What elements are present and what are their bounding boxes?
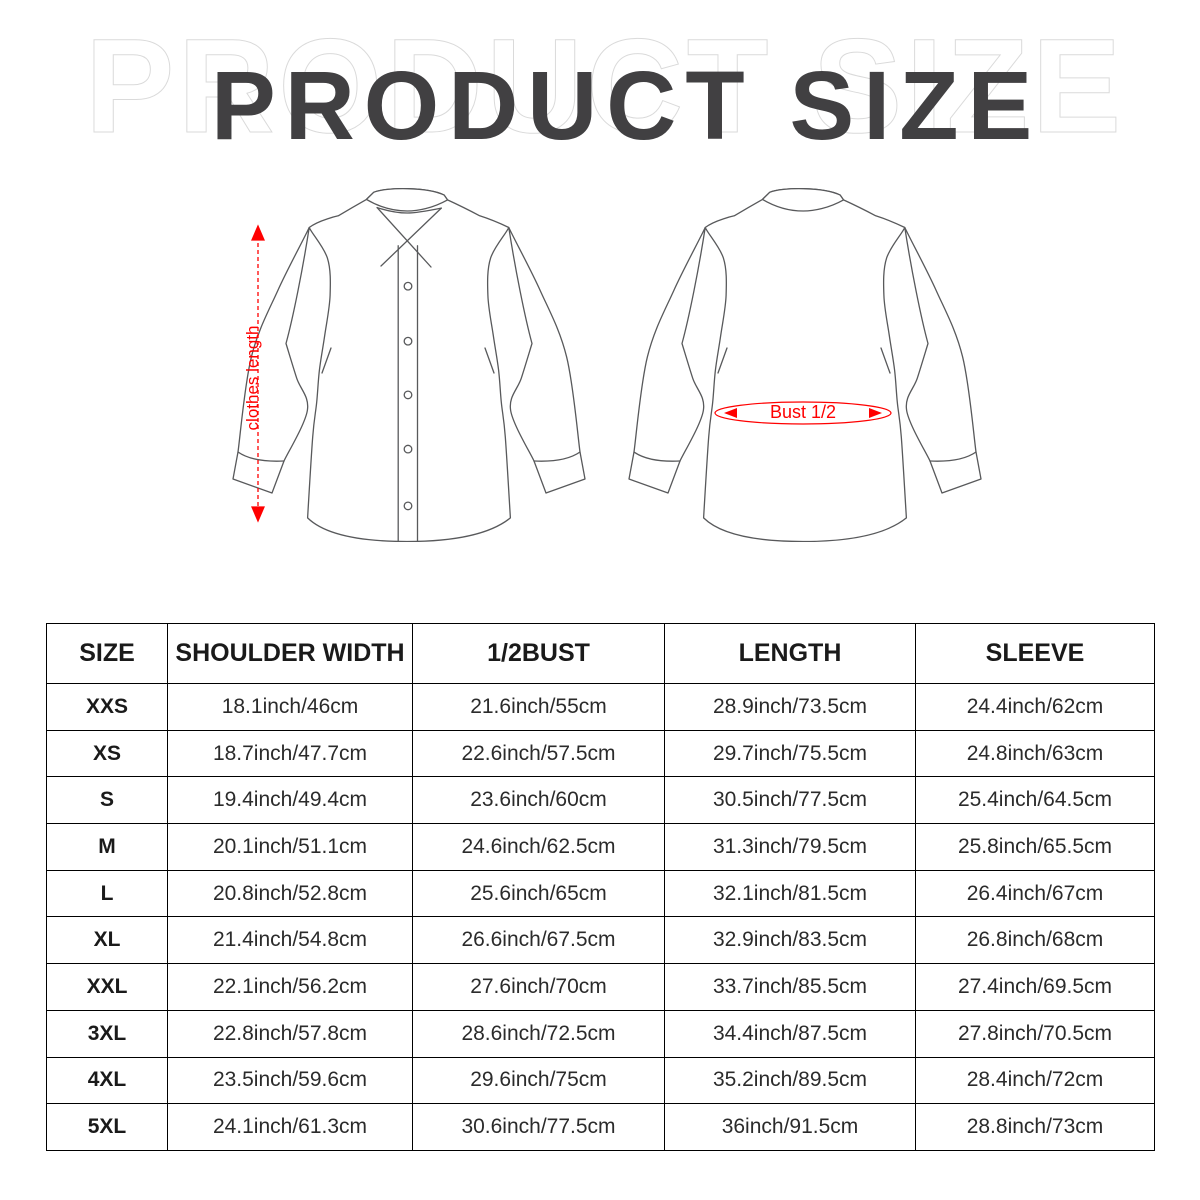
svg-text:Bust 1/2: Bust 1/2: [770, 402, 836, 422]
svg-text:clothes length: clothes length: [243, 326, 262, 431]
